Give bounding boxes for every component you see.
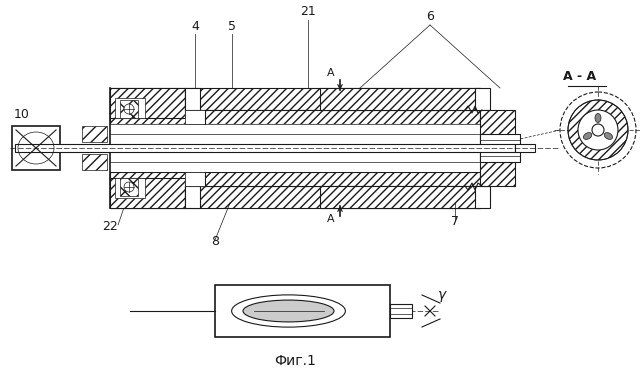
Bar (115, 98, 145, 118)
Bar (475, 88, 490, 110)
Bar (480, 110, 515, 186)
Text: А: А (327, 214, 335, 224)
Bar (120, 178, 138, 196)
Bar (15, 144, 515, 152)
Bar (185, 186, 200, 208)
Bar (320, 186, 480, 208)
Bar (110, 178, 185, 208)
Bar (185, 172, 205, 186)
Text: 21: 21 (300, 5, 316, 18)
Text: Фиг.1: Фиг.1 (274, 354, 316, 368)
Ellipse shape (604, 133, 612, 139)
Circle shape (124, 182, 134, 192)
Bar (110, 124, 480, 172)
Circle shape (124, 104, 134, 114)
Ellipse shape (584, 133, 592, 139)
Circle shape (568, 100, 628, 160)
Circle shape (578, 110, 618, 150)
Ellipse shape (243, 300, 334, 322)
Ellipse shape (232, 295, 346, 327)
Bar (115, 178, 145, 198)
Bar (390, 304, 412, 318)
Text: 7: 7 (451, 215, 459, 228)
Bar (82, 126, 107, 142)
Bar (475, 186, 490, 208)
Bar (320, 88, 480, 110)
Text: 22: 22 (102, 220, 118, 233)
Ellipse shape (595, 114, 601, 123)
Bar (12, 126, 60, 170)
Bar (110, 88, 480, 110)
Bar (82, 154, 107, 170)
Text: 6: 6 (426, 10, 434, 23)
Bar (185, 110, 205, 124)
Text: 4: 4 (191, 20, 199, 33)
Text: 8: 8 (211, 235, 219, 248)
Bar (515, 144, 535, 152)
Text: А - А: А - А (563, 70, 596, 83)
Bar (110, 186, 480, 208)
Bar (185, 88, 200, 110)
Bar (215, 285, 390, 337)
Bar (120, 100, 138, 118)
Text: γ: γ (438, 288, 446, 302)
Bar (110, 172, 480, 186)
Text: 10: 10 (14, 108, 30, 121)
Circle shape (592, 124, 604, 136)
Text: А: А (327, 68, 335, 78)
Bar (110, 88, 185, 118)
Bar (110, 110, 480, 124)
Text: 5: 5 (228, 20, 236, 33)
Bar (480, 134, 520, 162)
